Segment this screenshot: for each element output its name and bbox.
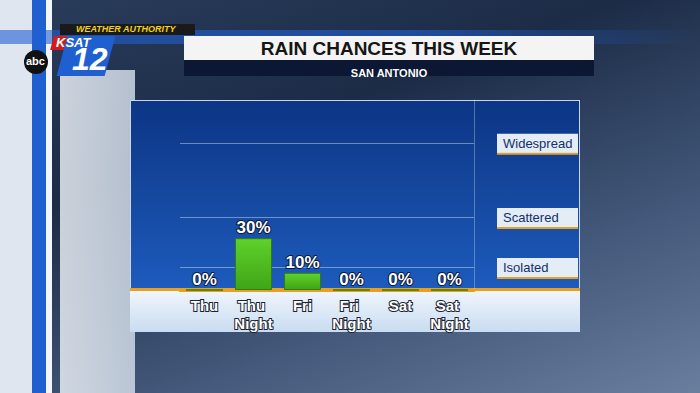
svg-text:RAIN CHANCES THIS WEEK: RAIN CHANCES THIS WEEK — [261, 38, 518, 59]
svg-text:Thu: Thu — [191, 297, 219, 314]
svg-text:0%: 0% — [437, 270, 462, 289]
svg-text:Night: Night — [234, 315, 272, 332]
svg-text:SAN ANTONIO: SAN ANTONIO — [351, 67, 428, 79]
svg-text:Isolated: Isolated — [503, 260, 549, 275]
svg-text:Widespread: Widespread — [503, 136, 572, 151]
svg-text:0%: 0% — [339, 270, 364, 289]
html-text:WEATHER AUTHORITY: WEATHER AUTHORITY — [76, 24, 176, 34]
svg-text:Sat: Sat — [389, 297, 412, 314]
svg-text:Thu: Thu — [238, 297, 270, 314]
html-text:KSAT: KSAT — [56, 35, 91, 50]
svg-text:30%: 30% — [236, 218, 270, 237]
svg-text:Sat: Sat — [436, 297, 464, 314]
html-text:abc: abc — [26, 55, 45, 67]
html-text:12: 12 — [72, 41, 108, 77]
svg-text:Night: Night — [430, 315, 468, 332]
svg-text:Fri: Fri — [340, 297, 363, 314]
svg-text:0%: 0% — [388, 270, 413, 289]
svg-text:Night: Night — [332, 315, 370, 332]
svg-text:0%: 0% — [192, 270, 217, 289]
svg-text:10%: 10% — [285, 253, 319, 272]
svg-text:Scattered: Scattered — [503, 210, 559, 225]
svg-text:Fri: Fri — [293, 297, 312, 314]
